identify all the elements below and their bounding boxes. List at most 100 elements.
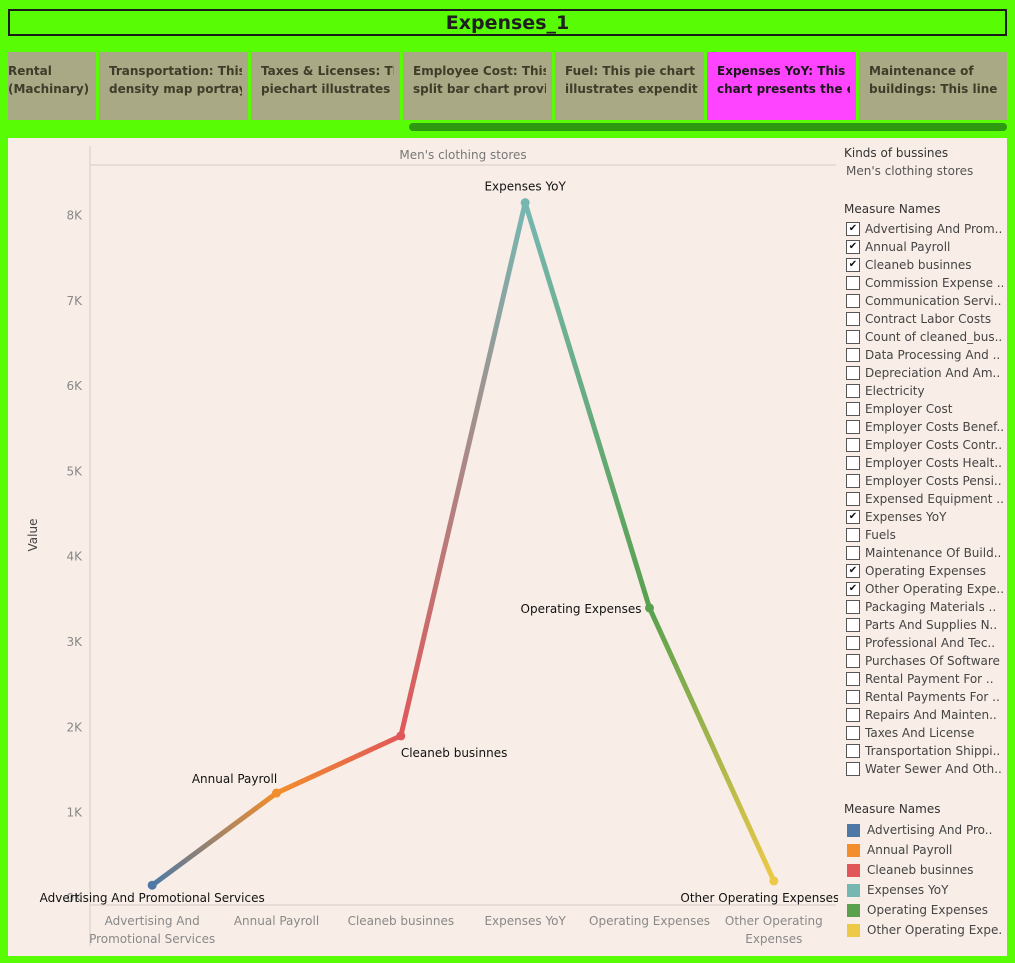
checkbox[interactable]: [846, 330, 860, 344]
story-tab-label: Expenses YoY: This line: [717, 64, 850, 78]
measure-filter-item[interactable]: ✔ Expenses YoY: [844, 508, 1004, 526]
story-tab-1[interactable]: Transportation: This density map portrays…: [99, 52, 248, 120]
checkbox[interactable]: [846, 276, 860, 290]
measure-filter-item[interactable]: Maintenance Of Build..: [844, 544, 1004, 562]
checkbox[interactable]: [846, 600, 860, 614]
measure-filter-item[interactable]: Packaging Materials ..: [844, 598, 1004, 616]
checkbox[interactable]: [846, 384, 860, 398]
checkbox[interactable]: [846, 690, 860, 704]
story-tab-2[interactable]: Taxes & Licenses: This piechart illustrat…: [251, 52, 400, 120]
measure-filter-item[interactable]: Professional And Tec..: [844, 634, 1004, 652]
legend-item[interactable]: Cleaneb businnes: [844, 860, 1004, 880]
story-tab-label: Taxes & Licenses: This: [261, 64, 394, 78]
story-tab-4[interactable]: Fuel: This pie chart illustrates expendit…: [555, 52, 704, 120]
checkbox[interactable]: [846, 744, 860, 758]
measure-filter-item[interactable]: Purchases Of Software: [844, 652, 1004, 670]
checkbox[interactable]: [846, 618, 860, 632]
measure-filter-item[interactable]: Contract Labor Costs: [844, 310, 1004, 328]
checkbox[interactable]: [846, 438, 860, 452]
checkbox[interactable]: [846, 528, 860, 542]
measure-filter-item[interactable]: ✔ Annual Payroll: [844, 238, 1004, 256]
y-tick-label: 4K: [66, 550, 83, 564]
checkbox[interactable]: [846, 456, 860, 470]
checkbox[interactable]: [846, 420, 860, 434]
story-tab-6[interactable]: Maintenance of buildings: This line ch..: [859, 52, 1007, 120]
tabs-scrollbar[interactable]: [8, 121, 1007, 133]
measure-filter-label: Employer Costs Contr..: [865, 438, 1003, 452]
data-point: [520, 198, 530, 208]
checkbox[interactable]: [846, 726, 860, 740]
measure-filter-label: Annual Payroll: [865, 240, 951, 254]
measure-filter-label: Water Sewer And Oth..: [865, 762, 1002, 776]
measure-filter-item[interactable]: Employer Costs Pensi..: [844, 472, 1004, 490]
measure-filter-item[interactable]: Employer Costs Benef..: [844, 418, 1004, 436]
checkbox[interactable]: [846, 672, 860, 686]
measure-filter-item[interactable]: Parts And Supplies N..: [844, 616, 1004, 634]
checkbox[interactable]: [846, 474, 860, 488]
tabs-scrollbar-thumb[interactable]: [409, 123, 1007, 131]
data-point: [272, 788, 281, 798]
checkbox[interactable]: [846, 312, 860, 326]
measure-filter-item[interactable]: Expensed Equipment ..: [844, 490, 1004, 508]
checkbox[interactable]: ✔: [846, 258, 860, 272]
measure-filter-item[interactable]: Transportation Shippi..: [844, 742, 1004, 760]
story-tab-label: Rental: [8, 64, 52, 78]
checkbox[interactable]: [846, 402, 860, 416]
legend-swatch: [847, 823, 860, 837]
checkbox[interactable]: [846, 636, 860, 650]
measure-filter-item[interactable]: Repairs And Mainten..: [844, 706, 1004, 724]
legend-item[interactable]: Operating Expenses: [844, 900, 1004, 920]
story-tab-label: (Machinary):..: [8, 82, 90, 96]
measure-filter-item[interactable]: ✔ Cleaneb businnes: [844, 256, 1004, 274]
measure-filter-list: ✔ Advertising And Prom.. ✔ Annual Payroll ✔ C…: [844, 220, 1004, 778]
legend-item[interactable]: Other Operating Expe..: [844, 920, 1004, 940]
checkbox[interactable]: ✔: [846, 564, 860, 578]
legend-item[interactable]: Annual Payroll: [844, 840, 1004, 860]
checkbox[interactable]: ✔: [846, 582, 860, 596]
measure-filter-label: Communication Servi..: [865, 294, 1002, 308]
story-tab-0[interactable]: Rental (Machinary):..: [8, 52, 96, 120]
measure-filter-item[interactable]: Depreciation And Am..: [844, 364, 1004, 382]
checkbox[interactable]: [846, 348, 860, 362]
checkbox[interactable]: [846, 708, 860, 722]
story-tab-3[interactable]: Employee Cost: This split bar chart provi…: [403, 52, 552, 120]
story-tab-5[interactable]: Expenses YoY: This line chart presents th…: [707, 52, 856, 120]
checkbox[interactable]: [846, 294, 860, 308]
checkbox[interactable]: [846, 654, 860, 668]
mark-label: Operating Expenses: [521, 602, 642, 616]
checkbox[interactable]: ✔: [846, 510, 860, 524]
story-tab-label: piechart illustrates t..: [261, 82, 394, 96]
measure-filter-item[interactable]: Electricity: [844, 382, 1004, 400]
measure-filter-item[interactable]: ✔ Operating Expenses: [844, 562, 1004, 580]
measure-filter-label: Professional And Tec..: [865, 636, 996, 650]
measure-filter-item[interactable]: Fuels: [844, 526, 1004, 544]
measure-filter-label: Purchases Of Software: [865, 654, 1000, 668]
measure-filter-item[interactable]: Data Processing And ..: [844, 346, 1004, 364]
measure-filter-item[interactable]: Communication Servi..: [844, 292, 1004, 310]
y-axis-label: Value: [26, 519, 40, 552]
mark-label: Cleaneb businnes: [401, 746, 508, 760]
measure-filter-item[interactable]: Employer Costs Contr..: [844, 436, 1004, 454]
checkbox[interactable]: ✔: [846, 240, 860, 254]
checkbox[interactable]: [846, 492, 860, 506]
measure-filter-item[interactable]: Commission Expense ..: [844, 274, 1004, 292]
measure-filter-label: Other Operating Expe..: [865, 582, 1003, 596]
legend-item[interactable]: Expenses YoY: [844, 880, 1004, 900]
checkbox[interactable]: ✔: [846, 222, 860, 236]
measure-filter-item[interactable]: Count of cleaned_bus..: [844, 328, 1004, 346]
measure-filter-item[interactable]: Rental Payment For ..: [844, 670, 1004, 688]
measure-filter-item[interactable]: ✔ Advertising And Prom..: [844, 220, 1004, 238]
measure-filter-item[interactable]: Water Sewer And Oth..: [844, 760, 1004, 778]
checkbox[interactable]: [846, 366, 860, 380]
measure-filter-item[interactable]: Rental Payments For ..: [844, 688, 1004, 706]
checkbox[interactable]: [846, 762, 860, 776]
measure-filter-item[interactable]: Taxes And License: [844, 724, 1004, 742]
checkbox[interactable]: [846, 546, 860, 560]
measure-filter-label: Cleaneb businnes: [865, 258, 972, 272]
kinds-filter-value[interactable]: Men's clothing stores: [846, 164, 974, 178]
measure-filter-item[interactable]: ✔ Other Operating Expe..: [844, 580, 1004, 598]
measure-filter-item[interactable]: Employer Costs Healt..: [844, 454, 1004, 472]
story-tab-label: Employee Cost: This: [413, 64, 546, 78]
measure-filter-item[interactable]: Employer Cost: [844, 400, 1004, 418]
legend-item[interactable]: Advertising And Pro..: [844, 820, 1004, 840]
